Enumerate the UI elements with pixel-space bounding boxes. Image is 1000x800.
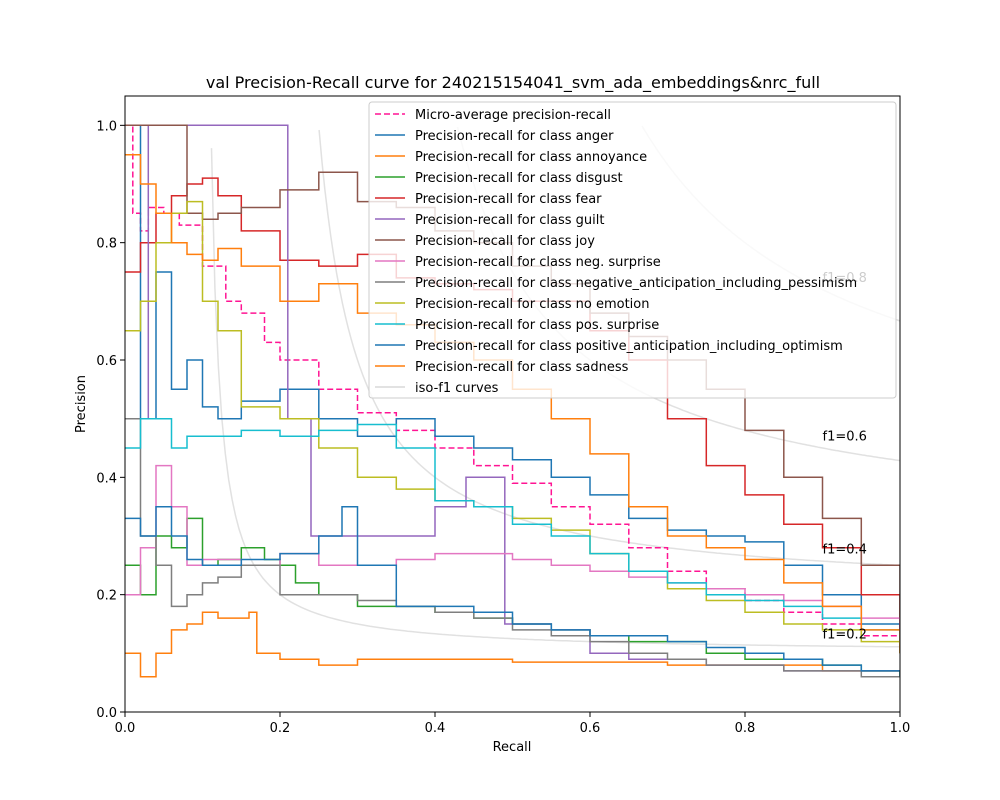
- legend-label: Precision-recall for class guilt: [415, 213, 604, 228]
- iso-f1-curve: [318, 129, 900, 567]
- x-tick-label: 0.6: [580, 721, 601, 736]
- legend-label: Precision-recall for class joy: [415, 234, 595, 249]
- y-axis-label: Precision: [74, 375, 89, 433]
- x-tick-label: 0.2: [270, 721, 291, 736]
- series-line-7: [125, 464, 900, 636]
- legend-label: iso-f1 curves: [415, 381, 499, 396]
- series-line-10: [125, 417, 900, 642]
- iso-f1-label: f1=0.2: [823, 627, 867, 642]
- y-tick-label: 0.2: [96, 589, 117, 604]
- series-line-3: [125, 517, 900, 677]
- legend-label: Precision-recall for class sadness: [415, 360, 629, 375]
- x-axis-label: Recall: [493, 740, 532, 755]
- iso-f1-curve: [210, 148, 900, 648]
- iso-f1-label: f1=0.6: [823, 429, 867, 444]
- chart-title: val Precision-Recall curve for 240215154…: [206, 73, 820, 93]
- series-line-1: [125, 124, 900, 654]
- series-line-2: [125, 611, 900, 678]
- legend-label: Precision-recall for class pos. surprise: [415, 318, 659, 333]
- y-axis-ticks: 0.0 0.2 0.4 0.6 0.8 1.0: [96, 119, 125, 721]
- legend-items: Micro-average precision-recall Precision-…: [375, 108, 857, 396]
- plot-frame: [124, 95, 901, 713]
- x-tick-label: 0.0: [115, 721, 136, 736]
- legend-label: Precision-recall for class annoyance: [415, 150, 647, 165]
- x-tick-label: 0.8: [735, 721, 756, 736]
- y-tick-label: 0.0: [96, 706, 117, 721]
- iso-f1-label: f1=0.4: [823, 542, 867, 557]
- legend-label: Micro-average precision-recall: [415, 108, 611, 123]
- legend-label: Precision-recall for class anger: [415, 129, 614, 144]
- legend-box: [368, 101, 897, 399]
- legend-label: Precision-recall for class fear: [415, 192, 602, 207]
- y-tick-label: 1.0: [96, 119, 117, 134]
- legend: Micro-average precision-recall Precision-…: [368, 101, 897, 399]
- series-line-11: [125, 505, 900, 677]
- legend-label: Precision-recall for class no emotion: [415, 297, 649, 312]
- x-tick-label: 1.0: [890, 721, 911, 736]
- legend-label: Precision-recall for class positive_anti…: [415, 339, 843, 354]
- y-tick-label: 0.4: [96, 471, 117, 486]
- x-tick-label: 0.4: [425, 721, 446, 736]
- x-axis-ticks: 0.0 0.2 0.4 0.6 0.8 1.0: [115, 712, 911, 736]
- y-tick-label: 0.8: [96, 237, 117, 252]
- y-tick-label: 0.6: [96, 354, 117, 369]
- legend-label: Precision-recall for class negative_anti…: [415, 276, 857, 291]
- legend-label: Precision-recall for class disgust: [415, 171, 623, 186]
- legend-label: Precision-recall for class neg. surprise: [415, 255, 661, 270]
